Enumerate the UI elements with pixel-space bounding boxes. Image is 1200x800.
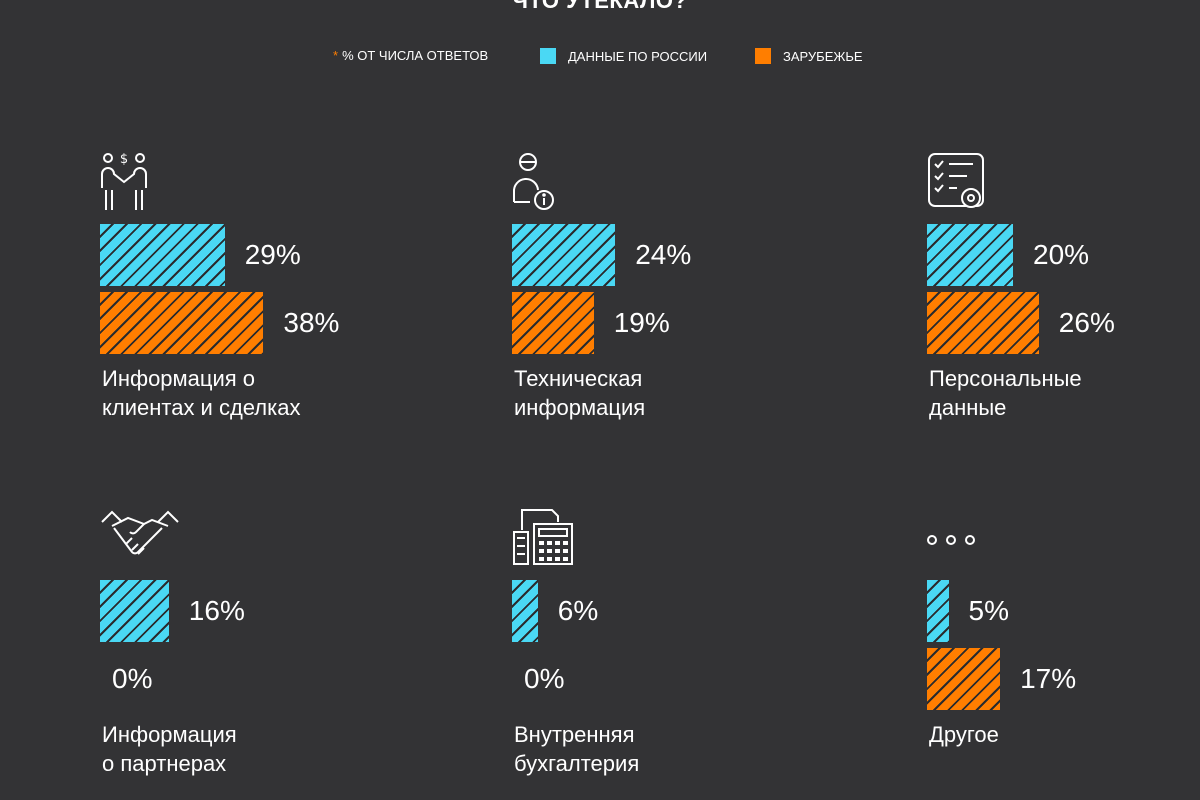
category-technical-info: 24% 19% Техническая информация [512, 152, 892, 420]
value-foreign: 17% [1020, 663, 1077, 694]
category-label: Информация о партнерах [102, 720, 402, 778]
legend: * % ОТ ЧИСЛА ОТВЕТОВ ДАННЫЕ ПО РОССИИ ЗА… [0, 48, 1200, 68]
value-russia: 5% [968, 595, 1009, 626]
bar-russia [512, 580, 538, 642]
category-label: Техническая информация [514, 364, 814, 422]
checklist-gear-icon [927, 152, 987, 212]
category-label-line1: Внутренняя [514, 722, 635, 747]
category-other: 5% 17% Другое [927, 508, 1200, 768]
category-label: Другое [929, 720, 1200, 749]
legend-russia-swatch [540, 48, 556, 64]
category-partners-info: 16% 0% Информация о партнерах [100, 508, 480, 776]
legend-foreign-swatch [755, 48, 771, 64]
value-russia: 6% [557, 595, 599, 626]
asterisk: * [333, 48, 339, 63]
category-label-line1: Информация [102, 722, 237, 747]
legend-note-text: % ОТ ЧИСЛА ОТВЕТОВ [342, 48, 489, 63]
category-label: Внутренняя бухгалтерия [514, 720, 814, 778]
bar-foreign [927, 292, 1039, 354]
value-russia: 20% [1033, 239, 1090, 270]
category-label-line1: Техническая [514, 366, 643, 391]
legend-russia-text: ДАННЫЕ ПО РОССИИ [568, 48, 708, 64]
bar-russia [927, 224, 1013, 286]
bar-foreign [512, 292, 594, 354]
value-foreign: 0% [524, 663, 565, 694]
value-foreign: 19% [613, 307, 670, 338]
category-personal-data: 20% 26% Персональные данные [927, 152, 1200, 420]
value-russia: 29% [244, 239, 301, 270]
value-foreign: 0% [112, 663, 153, 694]
value-foreign: 26% [1058, 307, 1115, 338]
handshake-icon [100, 508, 179, 568]
calculator-document-icon [512, 508, 573, 568]
bar-russia [100, 224, 225, 286]
category-label-line1: Другое [929, 722, 999, 747]
bar-russia [100, 580, 169, 642]
bar-russia [927, 580, 949, 642]
bar-foreign [100, 292, 264, 354]
category-label-line2: клиентах и сделках [102, 395, 301, 420]
user-info-icon [512, 152, 572, 212]
category-label-line2: данные [929, 395, 1007, 420]
value-russia: 16% [188, 595, 245, 626]
handshake-money-icon: $ [100, 152, 160, 212]
legend-foreign: ЗАРУБЕЖЬЕ [755, 48, 863, 64]
legend-foreign-text: ЗАРУБЕЖЬЕ [783, 48, 863, 64]
category-label-line1: Информация о [102, 366, 256, 391]
value-russia: 24% [635, 239, 692, 270]
category-label: Информация о клиентах и сделках [102, 364, 402, 422]
category-label-line2: информация [514, 395, 646, 420]
ellipsis-icon [927, 508, 987, 568]
legend-note: * % ОТ ЧИСЛА ОТВЕТОВ [333, 48, 488, 63]
category-internal-accounting: 6% 0% Внутренняя бухгалтерия [512, 508, 892, 776]
category-label: Персональные данные [929, 364, 1200, 422]
category-label-line2: о партнерах [102, 751, 227, 776]
category-label-line1: Персональные [929, 366, 1082, 391]
value-foreign: 38% [283, 307, 340, 338]
category-clients-deals: $ 29% 38% Информация о клиентах и сделка… [100, 152, 480, 420]
chart-title: ЧТО УТЕКАЛО? [512, 0, 688, 13]
category-label-line2: бухгалтерия [514, 751, 640, 776]
svg-text:$: $ [120, 152, 128, 167]
bar-russia [512, 224, 616, 286]
bar-foreign [927, 648, 1001, 710]
legend-russia: ДАННЫЕ ПО РОССИИ [540, 48, 707, 64]
